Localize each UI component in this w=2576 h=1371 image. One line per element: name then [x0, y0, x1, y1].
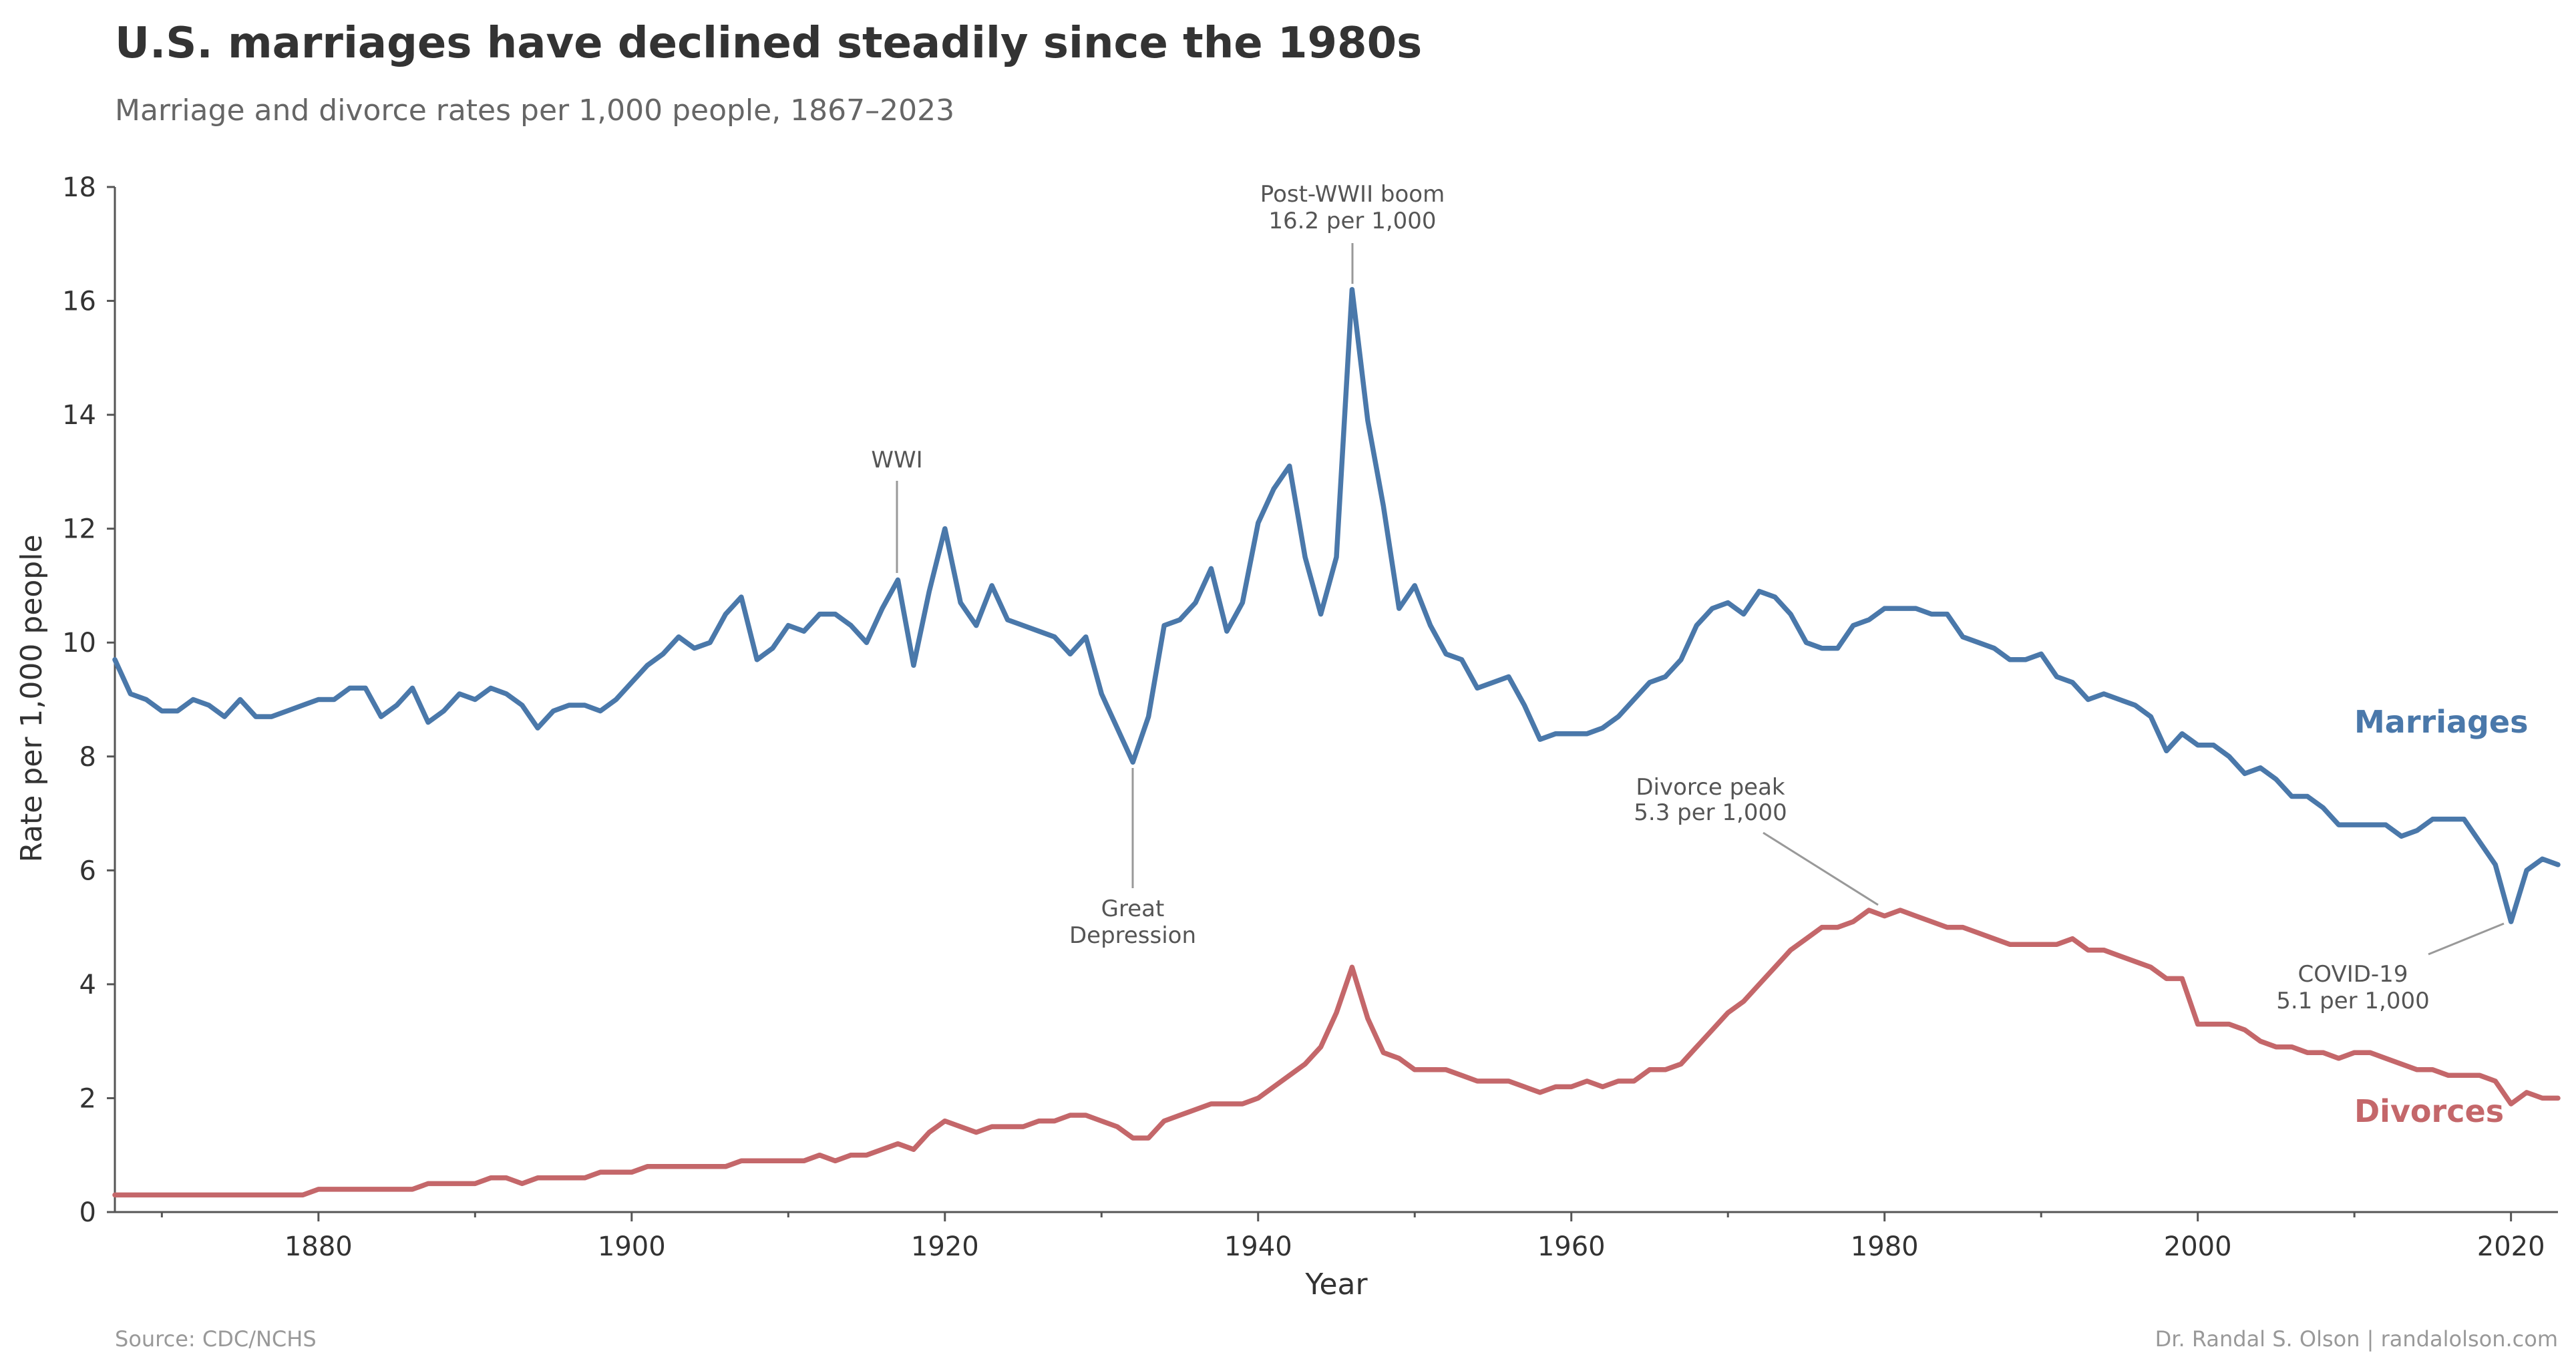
- x-tick-label: 1900: [598, 1231, 666, 1262]
- y-tick-label: 0: [79, 1197, 96, 1228]
- y-tick-label: 8: [79, 742, 96, 773]
- annotation-postwar: Post-WWII boom 16.2 per 1,000: [1260, 181, 1445, 284]
- y-tick-label: 2: [79, 1083, 96, 1114]
- y-tick-label: 4: [79, 970, 96, 1000]
- annotation-depression-line2: Depression: [1069, 922, 1196, 949]
- annotation-covid-line1: COVID-19: [2298, 961, 2408, 988]
- y-tick-label: 6: [79, 855, 96, 886]
- annotation-divorce-peak-line1: Divorce peak: [1636, 774, 1785, 801]
- annotation-covid-line2: 5.1 per 1,000: [2276, 988, 2430, 1014]
- chart-subtitle: Marriage and divorce rates per 1,000 peo…: [115, 93, 954, 128]
- y-axis-label: Rate per 1,000 people: [15, 534, 49, 862]
- annotation-postwar-line1: Post-WWII boom: [1260, 181, 1445, 208]
- x-tick-label: 1940: [1224, 1231, 1292, 1262]
- y-tick-label: 18: [62, 172, 96, 203]
- annotation-postwar-line2: 16.2 per 1,000: [1268, 208, 1436, 234]
- x-tick-label: 1960: [1537, 1231, 1606, 1262]
- x-tick-label: 1980: [1851, 1231, 1919, 1262]
- chart-title: U.S. marriages have declined steadily si…: [115, 19, 1422, 68]
- x-tick-label: 1920: [911, 1231, 979, 1262]
- x-tick-label: 1880: [285, 1231, 353, 1262]
- annotation-divorce-peak-line: [1763, 831, 1879, 906]
- y-tick-label: 16: [62, 286, 96, 317]
- series-label-marriages: Marriages: [2354, 704, 2529, 740]
- axes: 0 2 4 6 8 10 12 14 16 18 1880 1900 1920 1940 1960 1980 2…: [62, 172, 2558, 1262]
- annotation-wwi-text: WWI: [871, 447, 922, 473]
- annotation-covid-line: [2428, 922, 2505, 956]
- series-line-marriages: [112, 286, 2561, 924]
- x-tick-label: 2020: [2477, 1231, 2545, 1262]
- annotation-depression: Great Depression: [1069, 768, 1196, 949]
- y-tick-label: 12: [62, 514, 96, 545]
- annotation-depression-line1: Great: [1101, 896, 1165, 922]
- source-note: Source: CDC/NCHS: [115, 1326, 317, 1352]
- author-credit: Dr. Randal S. Olson | randalolson.com: [2155, 1326, 2558, 1352]
- x-tick-label: 2000: [2164, 1231, 2232, 1262]
- x-axis-label: Year: [1304, 1267, 1368, 1302]
- y-tick-label: 14: [62, 400, 96, 431]
- y-tick-label: 10: [62, 628, 96, 658]
- annotation-divorce-peak: Divorce peak 5.3 per 1,000: [1634, 774, 1879, 906]
- annotation-wwi: WWI: [871, 447, 923, 573]
- annotation-covid: COVID-19 5.1 per 1,000: [2276, 922, 2505, 1014]
- series-lines: [112, 286, 2561, 1198]
- annotation-divorce-peak-line2: 5.3 per 1,000: [1634, 799, 1787, 826]
- series-line-divorces: [112, 908, 2561, 1198]
- series-label-divorces: Divorces: [2354, 1093, 2504, 1129]
